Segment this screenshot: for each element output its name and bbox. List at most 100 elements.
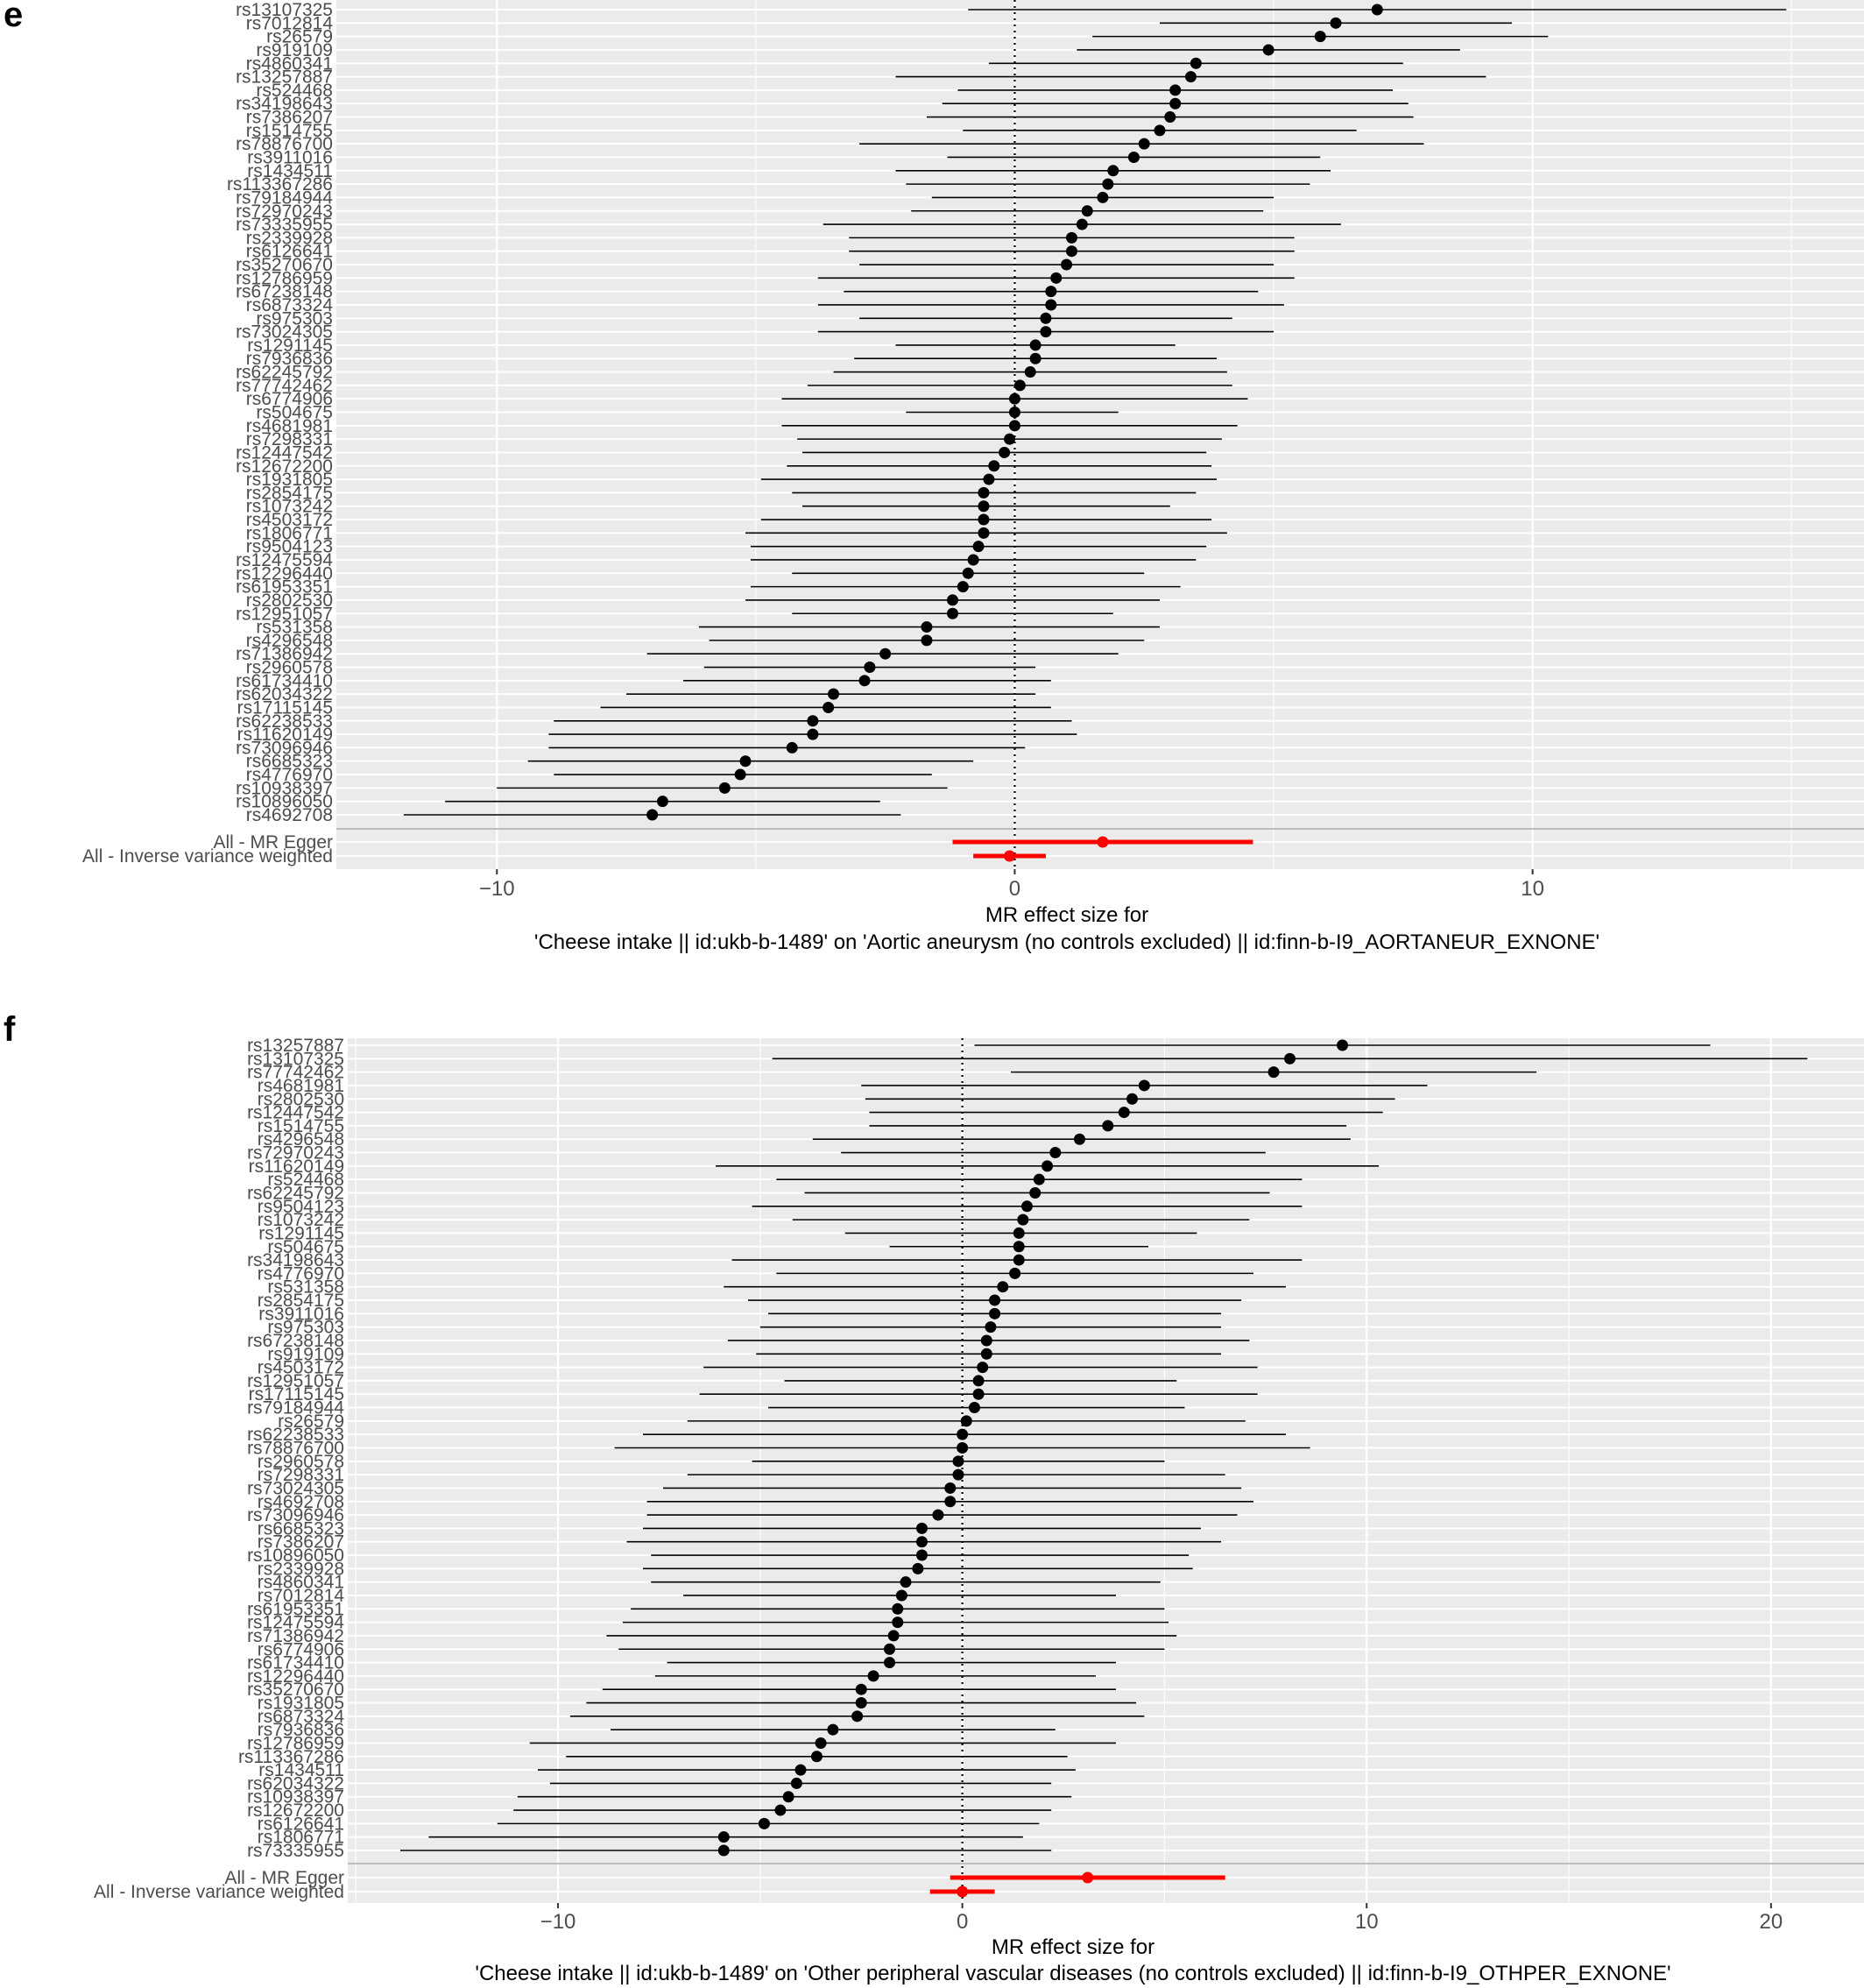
snp-point-rs1291145 <box>1013 1227 1025 1239</box>
snp-point-rs7012814 <box>895 1589 907 1602</box>
snp-point-rs4296548 <box>921 634 933 647</box>
snp-label-rs7012814: rs7012814 <box>258 1586 345 1606</box>
snp-point-rs2854175 <box>978 486 990 499</box>
snp-label-rs4776970: rs4776970 <box>258 1263 344 1284</box>
snp-point-rs62245792 <box>1024 366 1036 378</box>
snp-label-rs10896050: rs10896050 <box>247 1546 344 1566</box>
snp-point-rs73024305 <box>944 1482 957 1494</box>
snp-point-rs26579 <box>960 1415 972 1427</box>
x-tick-label: 0 <box>1009 877 1020 901</box>
snp-point-rs12672200 <box>988 460 1000 472</box>
snp-point-rs12447542 <box>999 446 1011 458</box>
snp-point-rs12786959 <box>1050 272 1063 284</box>
snp-label-rs62034322: rs62034322 <box>236 684 333 704</box>
snp-point-rs4776970 <box>734 768 746 781</box>
snp-point-rs62238533 <box>957 1428 969 1440</box>
snp-point-rs10896050 <box>915 1549 928 1561</box>
snp-label-rs524468: rs524468 <box>256 81 333 101</box>
summary-point-mr-egger <box>1097 836 1109 848</box>
snp-point-rs13107325 <box>1284 1052 1296 1065</box>
snp-label-rs73096946: rs73096946 <box>236 738 333 758</box>
snp-label-rs12475594: rs12475594 <box>247 1613 344 1633</box>
snp-label-rs6126641: rs6126641 <box>258 1814 344 1834</box>
snp-point-rs524468 <box>1033 1173 1045 1185</box>
snp-point-rs12447542 <box>1118 1107 1130 1119</box>
snp-point-rs1434511 <box>794 1764 807 1776</box>
snp-label-rs531358: rs531358 <box>256 618 333 638</box>
snp-label-rs62245792: rs62245792 <box>247 1183 344 1203</box>
snp-point-rs2802530 <box>1126 1093 1139 1105</box>
snp-label-rs77742462: rs77742462 <box>236 376 333 396</box>
snp-label-rs7012814: rs7012814 <box>246 13 334 33</box>
snp-point-rs4681981 <box>1008 420 1020 432</box>
snp-point-rs4692708 <box>646 809 659 821</box>
snp-label-rs7936836: rs7936836 <box>246 349 333 369</box>
snp-point-rs1514755 <box>1154 124 1166 137</box>
snp-point-rs77742462 <box>1013 379 1026 392</box>
snp-label-rs7298331: rs7298331 <box>246 429 333 449</box>
snp-point-rs11620149 <box>1041 1160 1054 1172</box>
snp-label-rs7936836: rs7936836 <box>258 1720 344 1740</box>
snp-point-rs13257887 <box>1337 1039 1349 1051</box>
snp-point-rs4503172 <box>978 513 990 526</box>
snp-label-rs919109: rs919109 <box>256 40 333 60</box>
snp-point-rs73096946 <box>786 741 798 753</box>
snp-label-rs1931805: rs1931805 <box>246 470 333 490</box>
snp-point-rs77742462 <box>1267 1066 1280 1079</box>
snp-point-rs17115145 <box>972 1388 985 1400</box>
x-tick-label: −10 <box>479 877 515 901</box>
snp-point-rs1434511 <box>1107 165 1119 177</box>
snp-point-rs7298331 <box>1004 433 1016 445</box>
snp-label-rs12296440: rs12296440 <box>236 563 333 584</box>
snp-point-rs7936836 <box>1029 352 1041 364</box>
snp-label-rs113367286: rs113367286 <box>227 174 333 195</box>
snp-point-rs78876700 <box>957 1442 969 1454</box>
snp-label-rs12447542: rs12447542 <box>247 1103 344 1123</box>
snp-point-rs6774906 <box>1008 393 1020 405</box>
snp-label-rs79184944: rs79184944 <box>236 187 333 208</box>
snp-label-rs6685323: rs6685323 <box>258 1518 344 1539</box>
snp-label-rs975303: rs975303 <box>267 1318 344 1338</box>
snp-point-rs11620149 <box>807 728 819 740</box>
snp-point-rs6873324 <box>851 1710 864 1723</box>
snp-point-rs13257887 <box>1184 71 1197 83</box>
snp-label-rs919109: rs919109 <box>267 1344 344 1364</box>
snp-point-rs13107325 <box>1371 4 1383 16</box>
snp-label-rs79184944: rs79184944 <box>247 1398 344 1418</box>
snp-point-rs1291145 <box>1029 339 1041 351</box>
snp-label-rs67238148: rs67238148 <box>247 1331 344 1351</box>
snp-point-rs12475594 <box>892 1617 904 1629</box>
snp-label-rs113367286: rs113367286 <box>238 1747 344 1767</box>
snp-label-rs4681981: rs4681981 <box>258 1076 344 1096</box>
snp-label-rs4860341: rs4860341 <box>246 53 333 74</box>
snp-point-rs72970243 <box>1049 1147 1062 1159</box>
snp-label-rs17115145: rs17115145 <box>249 1384 344 1404</box>
snp-label-rs4776970: rs4776970 <box>246 765 333 785</box>
snp-point-rs62245792 <box>1029 1186 1041 1199</box>
forest-panel-e: rs13107325rs7012814rs26579rs919109rs4860… <box>4 0 1864 954</box>
snp-point-rs61953351 <box>957 581 969 593</box>
x-tick-label: 10 <box>1355 1910 1379 1934</box>
snp-point-rs2802530 <box>947 594 959 606</box>
x-axis-label-line1: MR effect size for <box>985 903 1148 927</box>
snp-label-rs1073242: rs1073242 <box>246 497 333 517</box>
snp-point-rs73335955 <box>1076 218 1088 230</box>
snp-point-rs7386207 <box>915 1536 928 1548</box>
snp-label-rs12786959: rs12786959 <box>236 268 333 288</box>
snp-point-rs79184944 <box>1097 191 1109 203</box>
snp-point-rs919109 <box>1262 44 1274 56</box>
snp-label-rs12951057: rs12951057 <box>247 1371 344 1391</box>
snp-label-rs11620149: rs11620149 <box>237 725 333 745</box>
snp-point-rs12951057 <box>972 1375 985 1387</box>
snp-point-rs71386942 <box>879 647 892 660</box>
snp-label-rs504675: rs504675 <box>267 1237 344 1257</box>
snp-point-rs12951057 <box>947 607 959 619</box>
snp-point-rs4860341 <box>900 1576 912 1588</box>
snp-label-rs61953351: rs61953351 <box>236 577 333 598</box>
snp-point-rs12296440 <box>867 1670 879 1682</box>
snp-label-rs4503172: rs4503172 <box>246 510 333 530</box>
snp-label-rs3911016: rs3911016 <box>258 1304 344 1324</box>
snp-point-rs62034322 <box>790 1777 802 1789</box>
snp-point-rs17115145 <box>823 701 835 713</box>
